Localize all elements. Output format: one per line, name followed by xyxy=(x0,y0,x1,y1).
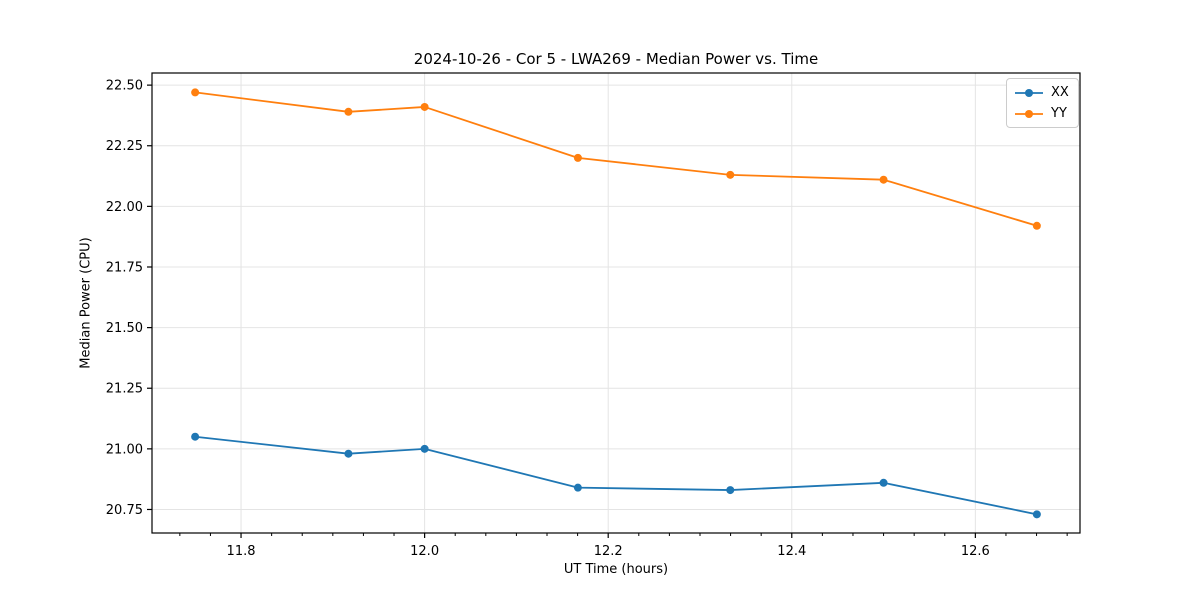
y-tick-label: 21.00 xyxy=(106,442,143,457)
data-point-xx xyxy=(879,478,888,487)
x-tick-label: 12.4 xyxy=(777,544,806,559)
data-point-xx xyxy=(573,483,582,492)
legend-marker-xx xyxy=(1025,88,1033,97)
legend-entry-xx: XX xyxy=(1014,84,1069,101)
data-point-yy xyxy=(420,102,429,111)
y-tick-label: 21.25 xyxy=(106,382,143,397)
axes-spines xyxy=(151,72,1081,534)
y-tick-label: 20.75 xyxy=(106,503,143,518)
y-tick-label: 21.75 xyxy=(106,260,143,275)
data-point-xx xyxy=(191,432,200,441)
data-point-yy xyxy=(573,153,582,162)
y-tick-label: 22.50 xyxy=(106,79,143,94)
data-point-yy xyxy=(344,107,353,116)
x-tick-label: 11.8 xyxy=(227,544,256,559)
x-tick-label: 12.0 xyxy=(410,544,439,559)
legend-line-sample-yy xyxy=(1015,109,1043,118)
data-point-xx xyxy=(344,449,353,458)
data-point-yy xyxy=(1032,221,1041,230)
x-tick-label: 12.6 xyxy=(961,544,990,559)
data-point-yy xyxy=(879,175,888,184)
legend-marker-yy xyxy=(1025,109,1033,118)
legend-line-sample-xx xyxy=(1015,88,1043,97)
series-line-yy xyxy=(194,91,1038,227)
y-tick-label: 22.25 xyxy=(106,139,143,154)
data-point-xx xyxy=(1032,510,1041,519)
data-point-xx xyxy=(420,444,429,453)
legend-entry-yy: YY xyxy=(1014,105,1069,122)
legend-label-yy: YY xyxy=(1051,106,1067,121)
x-tick-label: 12.2 xyxy=(594,544,623,559)
x-axis-label: UT Time (hours) xyxy=(563,562,669,577)
data-point-yy xyxy=(191,88,200,97)
legend: XX YY xyxy=(1006,78,1079,128)
y-tick-label: 22.00 xyxy=(106,200,143,215)
legend-label-xx: XX xyxy=(1051,85,1069,100)
data-point-xx xyxy=(726,486,735,495)
y-tick-label: 21.50 xyxy=(106,321,143,336)
data-point-yy xyxy=(726,170,735,179)
y-axis-label: Median Power (CPU) xyxy=(78,237,94,369)
chart-title: 2024-10-26 - Cor 5 - LWA269 - Median Pow… xyxy=(413,50,819,68)
